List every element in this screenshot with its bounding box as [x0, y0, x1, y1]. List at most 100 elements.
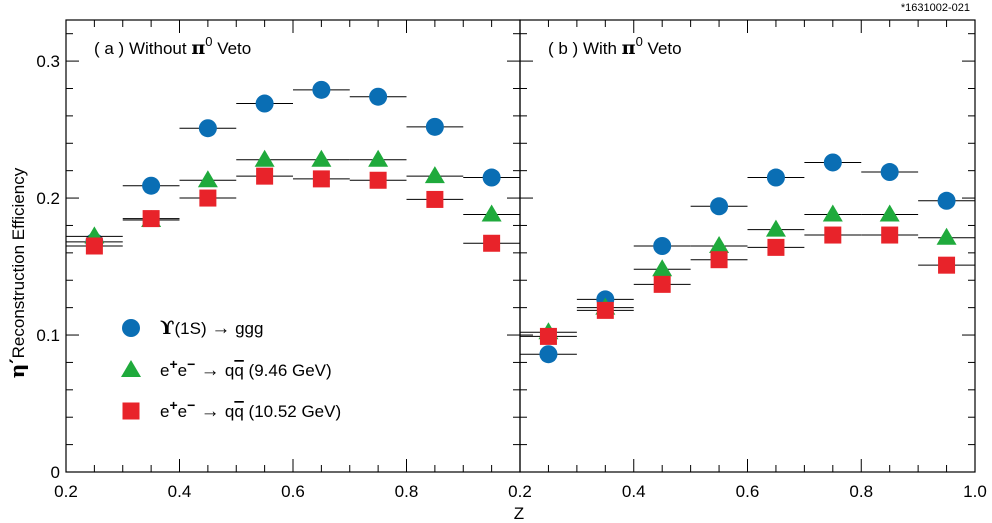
circle-point [539, 345, 558, 364]
circle-point [653, 237, 672, 255]
circle-point [482, 168, 501, 187]
circle-point [766, 168, 785, 187]
square-point [710, 251, 728, 269]
svg-text:η′Reconstruction Efficiency: η′Reconstruction Efficiency [5, 167, 29, 378]
legend-triangle-marker [121, 360, 141, 377]
x-tick-label: 0.4 [168, 482, 192, 501]
legend-sup: − [187, 397, 195, 413]
figure-id: *1631002-021 [901, 2, 970, 14]
square-point [596, 301, 614, 319]
upsilon-symbol: ϒ [160, 317, 175, 339]
legend-state: (1S) [175, 319, 212, 338]
square-point [824, 226, 842, 244]
x-tick-label: 0.8 [849, 482, 873, 501]
square-point [539, 327, 557, 345]
circle-point [198, 119, 217, 138]
legend-final: ggg [230, 319, 263, 338]
triangle-point [368, 149, 389, 167]
panel-a: 00.10.20.30.2 0.4 0.6 0.8( a ) Without π0 V… [36, 19, 521, 501]
legend-sup: − [187, 356, 195, 372]
circle-point [369, 87, 388, 106]
legend-e: e [178, 402, 187, 421]
legend-entry-square: e+e− → qq (10.52 GeV) [122, 397, 341, 422]
y-axis-symbol: η′ [5, 358, 29, 378]
x-tick-label: 0.2 [54, 482, 78, 501]
legend-sup: + [169, 356, 177, 372]
x-tick-label: 1.0 [963, 482, 987, 501]
circle-point [823, 153, 842, 172]
legend-entry-triangle: e+e− → qq (9.46 GeV) [121, 356, 332, 381]
triangle-point [424, 166, 445, 184]
triangle-point [652, 259, 673, 277]
panel-label-prefix: ( a ) Without [94, 39, 191, 58]
y-axis-label: Reconstruction Efficiency [9, 167, 28, 358]
circle-point [425, 117, 444, 136]
panel-label-symbol: π [191, 37, 205, 59]
legend-sup: + [169, 397, 177, 413]
legend-qbar: q [234, 361, 243, 380]
legend-e: e [178, 361, 187, 380]
square-point [483, 234, 501, 252]
square-point [938, 256, 956, 274]
circle-point [312, 80, 331, 99]
square-point [426, 190, 444, 208]
y-tick-label: 0.2 [36, 189, 60, 208]
square-point [881, 226, 899, 244]
x-tick-label: 0.4 [622, 482, 646, 501]
y-tick-label: 0.3 [36, 52, 60, 71]
square-point [369, 171, 387, 189]
square-point [256, 167, 274, 185]
series-square [520, 226, 975, 345]
circle-point [880, 163, 899, 182]
legend-q: q [225, 402, 234, 421]
panel-label-prefix: ( b ) With [548, 39, 622, 58]
series-triangle [66, 149, 520, 244]
arrow-symbol: → [195, 360, 225, 381]
panel-label-symbol: π [622, 37, 636, 59]
square-point [85, 237, 103, 255]
arrow-symbol: → [211, 318, 230, 339]
legend-square-marker [122, 402, 140, 420]
legend-label: e+e− → qq (10.52 GeV) [160, 397, 341, 422]
panel-b: 0.2 0.4 0.6 0.8 1.0 ( b ) With π0 Veto [508, 19, 987, 501]
series-square [66, 167, 520, 255]
triangle-point [765, 219, 786, 237]
panel-label-suffix: Veto [643, 39, 682, 58]
x-axis-title: Z [514, 504, 524, 523]
x-tick-label: 0.2 [508, 482, 532, 501]
square-point [142, 210, 160, 228]
triangle-point [254, 149, 275, 167]
series-circle [66, 80, 520, 251]
panel-label-superscript: 0 [636, 34, 643, 49]
circle-point [255, 94, 274, 113]
square-point [199, 189, 217, 207]
panels: 00.10.20.30.2 0.4 0.6 0.8( a ) Without π0 V… [36, 19, 987, 501]
circle-point [142, 176, 161, 195]
panel-label-superscript: 0 [205, 34, 212, 49]
legend-q: q [225, 361, 234, 380]
triangle-point [197, 170, 218, 188]
y-axis-title: η′Reconstruction Efficiency [5, 167, 29, 378]
legend-e: e [160, 402, 169, 421]
panel-label-suffix: Veto [212, 39, 251, 58]
arrow-symbol: → [195, 401, 225, 422]
x-tick-label: 0.6 [281, 482, 305, 501]
square-point [312, 170, 330, 188]
triangle-point [311, 149, 332, 167]
triangle-point [481, 204, 502, 222]
circle-point [937, 191, 956, 210]
legend-label: ϒ(1S) → ggg [160, 317, 263, 339]
legend-e: e [160, 361, 169, 380]
x-tick-label: 0.8 [395, 482, 419, 501]
legend-energy: (10.52 GeV) [244, 402, 341, 421]
y-tick-label: 0 [51, 463, 60, 482]
triangle-point [936, 227, 957, 245]
y-tick-label: 0.1 [36, 326, 60, 345]
series-triangle [520, 204, 975, 340]
legend-circle-marker [122, 319, 140, 337]
circle-point [710, 197, 729, 216]
legend-qbar: q [234, 402, 243, 421]
x-tick-label: 0.6 [736, 482, 760, 501]
